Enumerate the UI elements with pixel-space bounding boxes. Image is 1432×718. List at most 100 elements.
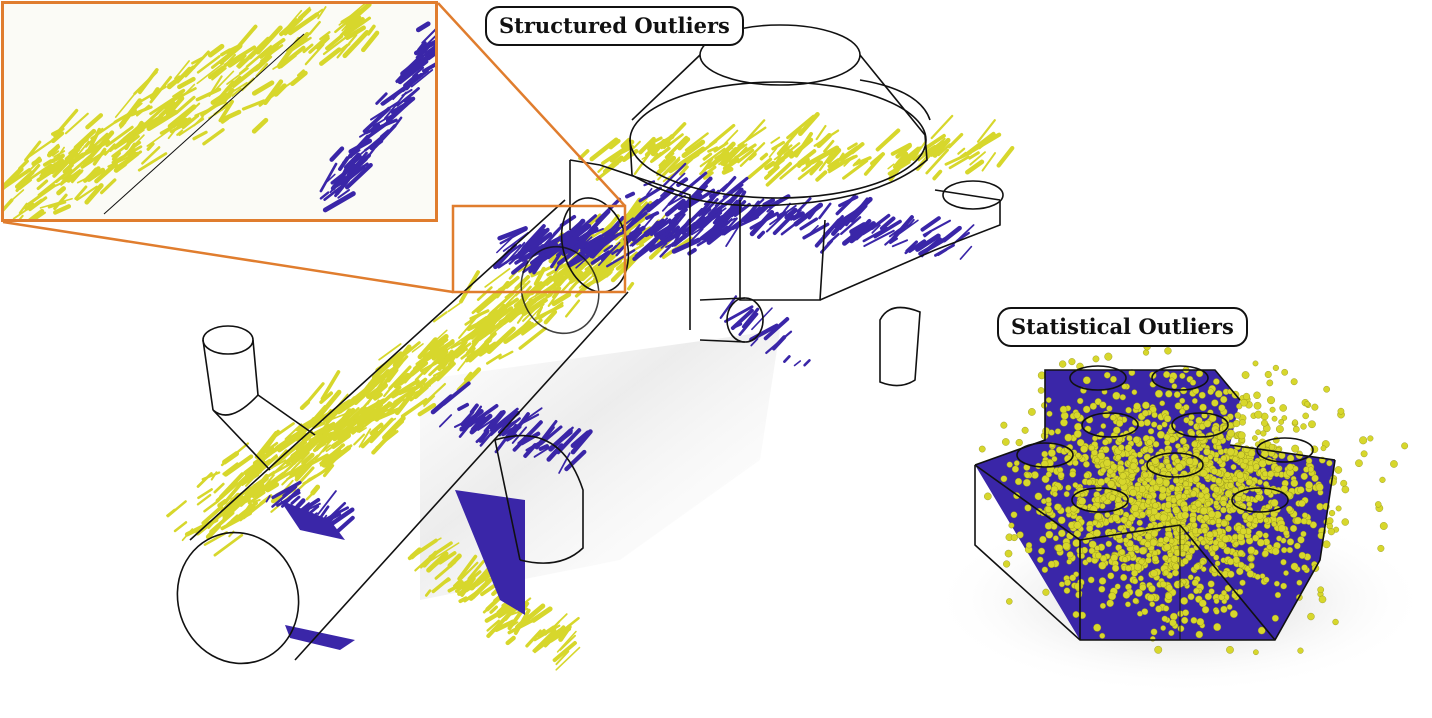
outlier-fragment: [589, 137, 619, 162]
inset-outlier-fragment: [361, 30, 380, 53]
inset-outlier-fragment: [146, 142, 155, 151]
inset-inlier-fragment: [412, 66, 425, 78]
outlier-fragment: [505, 635, 516, 646]
outlier-point: [1197, 492, 1205, 499]
inset-outlier-fragment: [73, 128, 97, 150]
outlier-point: [1138, 546, 1147, 555]
inset-inlier-fragment: [364, 118, 398, 135]
outlier-point: [1237, 451, 1245, 459]
outlier-point: [1292, 425, 1300, 433]
outlier-point: [1193, 563, 1201, 571]
inset-outlier-fragment: [220, 48, 232, 57]
inlier-fragment: [493, 248, 513, 270]
inlier-fragment: [725, 224, 741, 248]
inset-inlier-fragment: [410, 69, 434, 88]
outlier-point: [1213, 623, 1222, 631]
inlier-fragment: [844, 197, 869, 227]
outlier-fragment: [458, 596, 468, 604]
inset-outlier-fragment: [347, 9, 360, 22]
inset-outlier-fragment: [105, 125, 134, 148]
outlier-point: [1058, 529, 1066, 538]
outlier-point: [1052, 535, 1059, 542]
outlier-fragment: [815, 170, 828, 182]
outlier-point: [1047, 449, 1056, 457]
outlier-point: [1340, 479, 1348, 487]
outlier-fragment: [677, 137, 691, 151]
outlier-fragment: [196, 493, 212, 506]
outlier-fragment: [736, 148, 755, 164]
outlier-point: [1098, 585, 1106, 593]
outlier-point: [1297, 486, 1305, 494]
outlier-point: [1294, 516, 1302, 525]
outlier-fragment: [564, 299, 581, 318]
inset-inlier-fragment: [370, 101, 400, 121]
outlier-fragment: [816, 132, 832, 149]
outlier-fragment: [316, 389, 342, 420]
inlier-fragment: [569, 236, 593, 257]
outlier-point: [1297, 536, 1305, 544]
inset-outlier-fragment: [276, 36, 302, 68]
outlier-point: [1359, 436, 1368, 445]
outlier-fragment: [930, 114, 954, 140]
outlier-fragment: [550, 261, 564, 281]
outlier-point: [1138, 511, 1146, 519]
inset-outlier-fragment: [184, 50, 210, 78]
outlier-point: [1226, 604, 1233, 610]
outlier-point: [1375, 501, 1382, 508]
outlier-point: [1115, 496, 1122, 503]
inlier-fragment: [653, 220, 679, 238]
inset-outlier-fragment: [193, 115, 204, 127]
inlier-fragment: [751, 307, 773, 331]
outlier-point: [1041, 566, 1049, 573]
inset-outlier-fragment: [53, 150, 66, 158]
outlier-point: [1277, 524, 1286, 533]
outlier-point: [1099, 632, 1106, 639]
outlier-point: [1225, 525, 1232, 533]
inset-outlier-fragment: [137, 152, 168, 172]
outlier-point: [1211, 437, 1218, 445]
outlier-fragment: [356, 415, 379, 433]
inlier-fragment: [638, 186, 662, 203]
outlier-point: [1252, 534, 1260, 542]
outlier-fragment: [582, 272, 609, 290]
outlier-point: [1341, 518, 1349, 526]
outlier-fragment: [489, 605, 499, 614]
outlier-point: [1062, 542, 1071, 551]
outlier-fragment: [326, 458, 336, 469]
outlier-point: [1172, 563, 1180, 571]
inset-outlier-fragment: [53, 193, 68, 211]
outlier-fragment: [658, 152, 675, 169]
outlier-point: [1202, 456, 1210, 464]
inlier-fragment: [668, 227, 677, 236]
outlier-point: [1182, 609, 1190, 617]
outlier-point: [1212, 486, 1220, 494]
outlier-point: [1111, 564, 1120, 572]
inset-outlier-fragment: [196, 55, 221, 74]
outlier-point: [1115, 454, 1122, 461]
outlier-point: [1119, 472, 1127, 480]
outlier-fragment: [656, 155, 677, 176]
outlier-fragment: [371, 428, 397, 455]
outlier-point: [1129, 462, 1138, 471]
outlier-point: [1154, 389, 1163, 398]
outlier-point: [1116, 419, 1124, 427]
outlier-point: [1068, 358, 1076, 366]
outlier-point: [1149, 538, 1158, 547]
outlier-fragment: [242, 497, 270, 520]
outlier-point: [1054, 428, 1061, 435]
outlier-point: [1337, 407, 1345, 415]
outlier-point: [1242, 458, 1249, 464]
inset-outlier-fragment: [62, 162, 74, 174]
outlier-point: [1137, 610, 1143, 617]
outlier-point: [1110, 375, 1117, 383]
outlier-point: [1234, 412, 1242, 419]
outlier-fragment: [426, 329, 448, 349]
inset-outlier-fragment: [53, 204, 72, 215]
inlier-fragment: [531, 227, 550, 248]
inlier-fragment: [438, 414, 453, 428]
inset-inlier-fragment: [323, 186, 342, 201]
outlier-fragment: [805, 145, 840, 167]
inlier-fragment: [512, 437, 527, 452]
outlier-fragment: [620, 137, 632, 149]
outlier-point: [1045, 397, 1052, 403]
